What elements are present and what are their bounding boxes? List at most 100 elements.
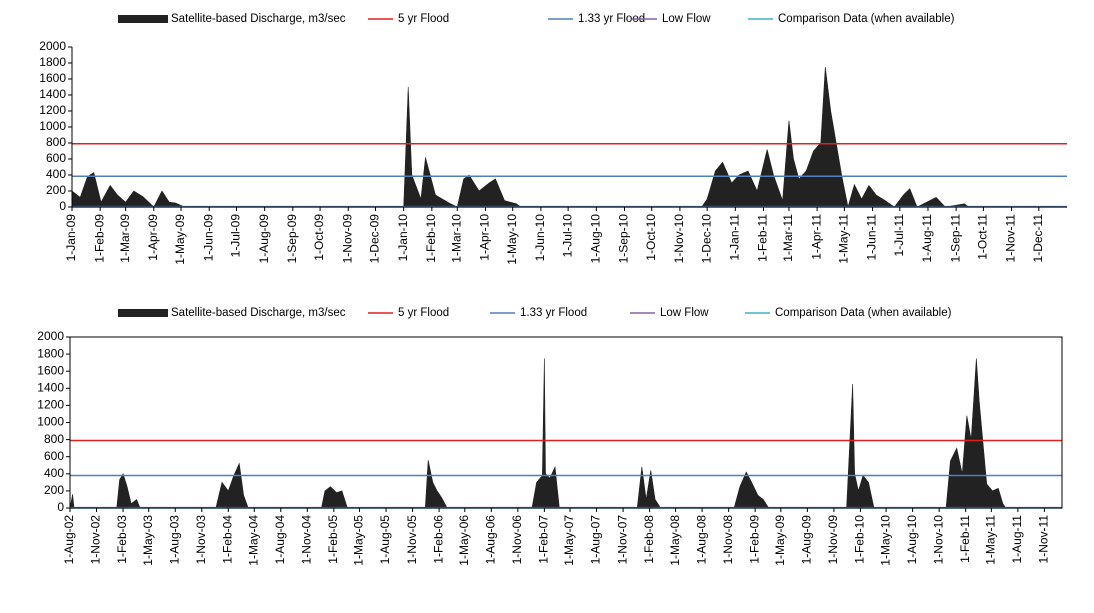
x-tick-label: 1-May-04 [246, 515, 260, 566]
x-tick-label: 1-Feb-04 [220, 515, 234, 564]
y-tick-label: 1800 [37, 346, 64, 360]
y-tick-label: 1200 [39, 103, 66, 117]
x-tick-label: 1-Jun-09 [201, 214, 215, 262]
y-tick-label: 600 [44, 449, 64, 463]
y-tick-label: 0 [59, 199, 66, 213]
x-tick-label: 1-May-03 [141, 515, 155, 566]
x-tick-label: 1-Aug-11 [920, 214, 934, 263]
legend-label: 1.33 yr Flood [578, 13, 645, 25]
y-tick-label: 1600 [39, 71, 66, 85]
x-tick-label: 1-May-09 [773, 515, 787, 566]
x-tick-label: 1-Feb-07 [537, 515, 551, 564]
y-tick-label: 1400 [37, 380, 64, 394]
x-tick-label: 1-Aug-10 [905, 515, 919, 565]
x-tick-label: 1-May-07 [562, 515, 576, 566]
legend-label: Low Flow [662, 13, 711, 25]
x-tick-label: 1-Aug-09 [800, 515, 814, 565]
y-tick-label: 400 [46, 167, 66, 181]
x-tick-label: 1-Apr-11 [809, 214, 823, 260]
y-tick-label: 1000 [37, 415, 64, 429]
y-tick-label: 200 [46, 183, 66, 197]
x-tick-label: 1-May-11 [837, 214, 851, 264]
y-tick-label: 800 [44, 432, 64, 446]
legend-label: 5 yr Flood [398, 307, 449, 319]
x-tick-label: 1-Nov-11 [1004, 214, 1018, 263]
x-tick-label: 1-May-05 [352, 515, 366, 566]
x-tick-label: 1-Feb-05 [326, 515, 340, 564]
x-tick-label: 1-Jan-11 [728, 214, 742, 261]
x-tick-label: 1-Oct-10 [644, 214, 658, 261]
x-tick-label: 1-Jul-10 [560, 214, 574, 258]
discharge-area [69, 358, 1062, 509]
y-tick-label: 800 [46, 135, 66, 149]
y-tick-label: 2000 [39, 39, 66, 53]
x-tick-label: 1-Nov-08 [721, 515, 735, 565]
y-tick-label: 200 [44, 483, 64, 497]
x-tick-label: 1-May-11 [984, 515, 998, 565]
y-tick-label: 0 [57, 500, 64, 514]
x-tick-label: 1-Aug-08 [694, 515, 708, 565]
x-tick-label: 1-Dec-11 [1031, 214, 1045, 263]
x-tick-label: 1-Nov-05 [405, 515, 419, 565]
x-tick-label: 1-May-09 [173, 214, 187, 265]
x-tick-label: 1-Feb-10 [853, 515, 867, 564]
x-tick-label: 1-Feb-11 [958, 515, 972, 563]
x-tick-label: 1-Aug-02 [62, 515, 76, 565]
x-tick-label: 1-Apr-10 [478, 214, 492, 261]
x-tick-label: 1-Apr-09 [146, 214, 160, 261]
plot-frame [69, 336, 1063, 509]
x-tick-label: 1-Feb-03 [115, 515, 129, 564]
x-tick-label: 1-Sep-09 [285, 214, 299, 264]
x-tick-label: 1-May-06 [457, 515, 471, 566]
x-tick-label: 1-Nov-03 [194, 515, 208, 565]
x-tick-label: 1-Nov-07 [615, 515, 629, 565]
x-tick-label: 1-Nov-02 [89, 515, 103, 565]
x-tick-label: 1-Aug-06 [483, 515, 497, 565]
chart-panel: Satellite-based Discharge, m3/sec 5 yr Fl… [39, 13, 1067, 265]
x-tick-label: 1-Feb-09 [92, 214, 106, 263]
y-tick-label: 1200 [37, 398, 64, 412]
x-tick-label: 1-Jun-10 [533, 214, 547, 262]
x-tick-label: 1-Feb-10 [424, 214, 438, 263]
x-tick-label: 1-Mar-10 [449, 214, 463, 263]
legend-label: 5 yr Flood [398, 13, 449, 25]
x-tick-label: 1-Nov-06 [510, 515, 524, 565]
x-tick-label: 1-Aug-03 [167, 515, 181, 565]
x-tick-label: 1-Jul-11 [892, 214, 906, 257]
x-tick-label: 1-Jul-09 [229, 214, 243, 258]
discharge-area [71, 66, 1067, 208]
x-tick-label: 1-Feb-08 [642, 515, 656, 564]
x-tick-label: 1-Nov-09 [826, 515, 840, 565]
y-tick-label: 400 [44, 466, 64, 480]
legend-label: 1.33 yr Flood [520, 307, 587, 319]
x-tick-label: 1-Aug-05 [378, 515, 392, 565]
x-tick-label: 1-Nov-10 [672, 214, 686, 264]
x-tick-label: 1-Aug-11 [1010, 515, 1024, 564]
y-tick-label: 1800 [39, 55, 66, 69]
x-tick-label: 1-Oct-11 [976, 214, 990, 260]
x-tick-label: 1-Nov-04 [300, 515, 314, 565]
legend-label: Satellite-based Discharge, m3/sec [171, 307, 346, 319]
x-tick-label: 1-Sep-11 [948, 214, 962, 263]
x-tick-label: 1-Mar-09 [118, 214, 132, 263]
x-tick-label: 1-May-10 [878, 515, 892, 566]
x-tick-label: 1-Aug-04 [273, 515, 287, 565]
x-tick-label: 1-May-08 [668, 515, 682, 566]
x-tick-label: 1-Nov-10 [931, 515, 945, 565]
x-tick-label: 1-Aug-07 [589, 515, 603, 565]
x-tick-label: 1-Aug-09 [257, 214, 271, 264]
y-tick-label: 1400 [39, 87, 66, 101]
legend-swatch [118, 15, 168, 23]
x-tick-label: 1-Aug-10 [588, 214, 602, 264]
x-tick-label: 1-Oct-09 [312, 214, 326, 261]
x-tick-label: 1-Feb-09 [747, 515, 761, 564]
x-tick-label: 1-Jan-09 [64, 214, 78, 262]
chart-panel: Satellite-based Discharge, m3/sec 5 yr Fl… [37, 307, 1063, 566]
y-tick-label: 2000 [37, 329, 64, 343]
x-tick-label: 1-Feb-06 [431, 515, 445, 564]
x-tick-label: 1-Sep-10 [617, 214, 631, 264]
y-tick-label: 600 [46, 151, 66, 165]
x-tick-label: 1-Jan-10 [396, 214, 410, 262]
y-tick-label: 1000 [39, 119, 66, 133]
